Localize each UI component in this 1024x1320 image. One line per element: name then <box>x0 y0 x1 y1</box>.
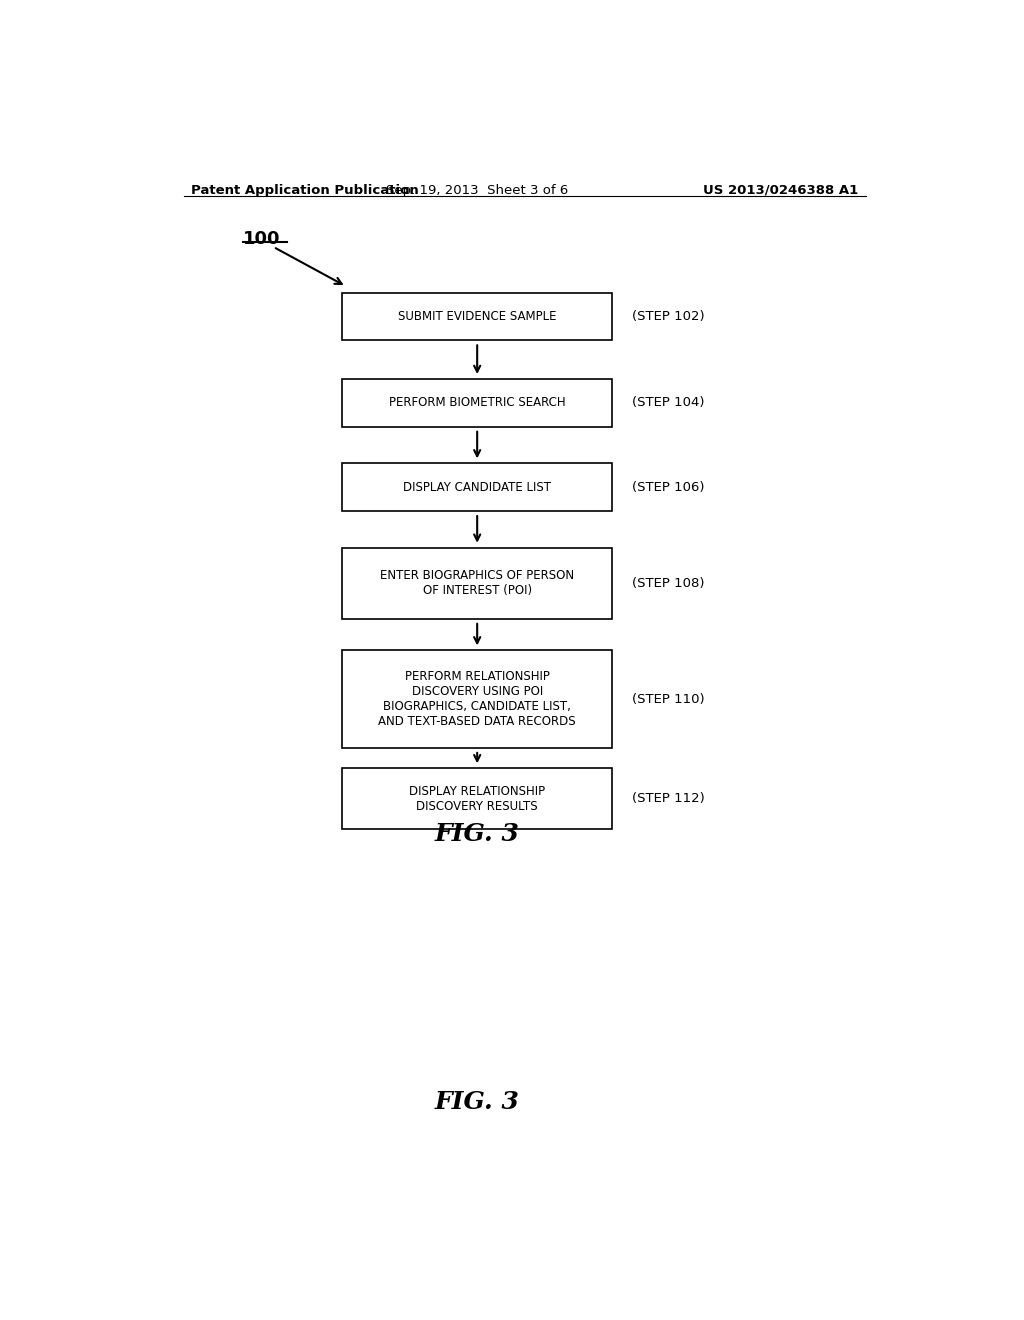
FancyBboxPatch shape <box>342 379 612 426</box>
Text: 100: 100 <box>243 230 281 248</box>
Text: (STEP 110): (STEP 110) <box>632 693 705 706</box>
Text: (STEP 112): (STEP 112) <box>632 792 705 805</box>
Text: DISPLAY CANDIDATE LIST: DISPLAY CANDIDATE LIST <box>403 480 551 494</box>
FancyBboxPatch shape <box>342 548 612 619</box>
FancyBboxPatch shape <box>342 768 612 829</box>
Text: DISPLAY RELATIONSHIP
DISCOVERY RESULTS: DISPLAY RELATIONSHIP DISCOVERY RESULTS <box>410 784 545 813</box>
Text: (STEP 106): (STEP 106) <box>632 480 705 494</box>
Text: (STEP 104): (STEP 104) <box>632 396 705 409</box>
Text: SUBMIT EVIDENCE SAMPLE: SUBMIT EVIDENCE SAMPLE <box>398 310 556 323</box>
Text: FIG. 3: FIG. 3 <box>435 1089 519 1114</box>
Text: Patent Application Publication: Patent Application Publication <box>191 183 419 197</box>
Text: Sep. 19, 2013  Sheet 3 of 6: Sep. 19, 2013 Sheet 3 of 6 <box>386 183 568 197</box>
Text: (STEP 102): (STEP 102) <box>632 310 705 323</box>
FancyBboxPatch shape <box>342 293 612 341</box>
FancyBboxPatch shape <box>342 463 612 511</box>
Text: US 2013/0246388 A1: US 2013/0246388 A1 <box>702 183 858 197</box>
Text: FIG. 3: FIG. 3 <box>435 822 519 846</box>
Text: (STEP 108): (STEP 108) <box>632 577 705 590</box>
Text: ENTER BIOGRAPHICS OF PERSON
OF INTEREST (POI): ENTER BIOGRAPHICS OF PERSON OF INTEREST … <box>380 569 574 597</box>
Text: PERFORM BIOMETRIC SEARCH: PERFORM BIOMETRIC SEARCH <box>389 396 565 409</box>
Text: PERFORM RELATIONSHIP
DISCOVERY USING POI
BIOGRAPHICS, CANDIDATE LIST,
AND TEXT-B: PERFORM RELATIONSHIP DISCOVERY USING POI… <box>379 671 575 729</box>
FancyBboxPatch shape <box>342 651 612 748</box>
